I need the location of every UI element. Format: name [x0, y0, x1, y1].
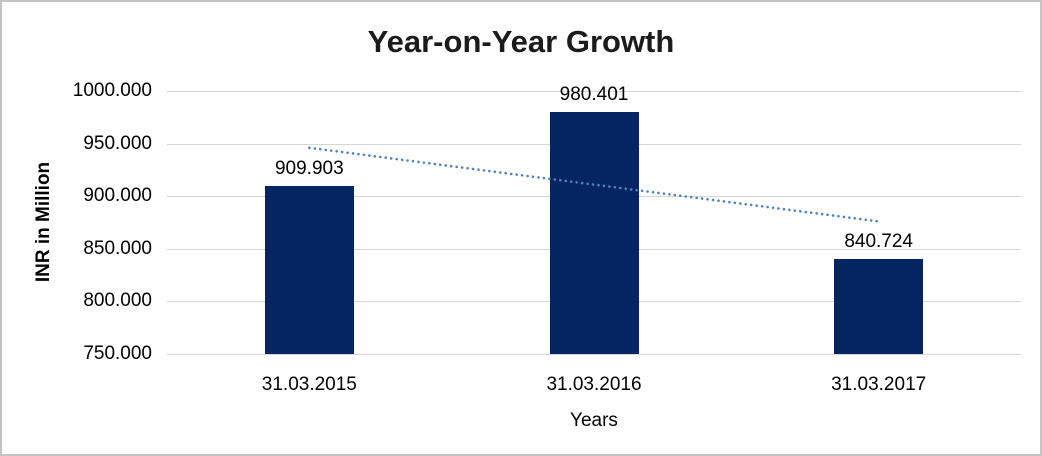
x-tick-label: 31.03.2015 — [261, 374, 357, 395]
plot-area: 909.903 980.401 840.724 — [167, 84, 1021, 355]
y-tick-label: 1000.000 — [72, 80, 152, 101]
bar — [264, 185, 354, 354]
y-tick-label: 750.000 — [83, 343, 152, 364]
y-tick-label: 800.000 — [83, 290, 152, 312]
bar — [834, 258, 924, 354]
x-axis-ticks: 31.03.2015 31.03.2016 31.03.2017 — [167, 374, 1021, 398]
gridline — [167, 91, 1021, 92]
y-tick-label: 900.000 — [83, 185, 152, 207]
data-label: 909.903 — [274, 157, 344, 179]
chart-title: Year-on-Year Growth — [367, 24, 675, 59]
data-label: 980.401 — [559, 83, 629, 105]
data-label: 840.724 — [844, 230, 913, 252]
bar — [549, 111, 639, 354]
y-tick-label: 850.000 — [83, 237, 152, 259]
x-axis-title: Years — [570, 410, 618, 431]
trendline — [308, 146, 880, 223]
trendline-layer — [308, 146, 880, 223]
x-tick-label: 31.03.2016 — [546, 374, 642, 395]
y-axis-ticks: 750.000 800.000 850.000 900.000 950.000 1000.… — [2, 80, 152, 364]
x-tick-label: 31.03.2017 — [831, 374, 927, 395]
y-tick-label: 950.000 — [83, 132, 152, 154]
gridline — [167, 354, 1021, 355]
